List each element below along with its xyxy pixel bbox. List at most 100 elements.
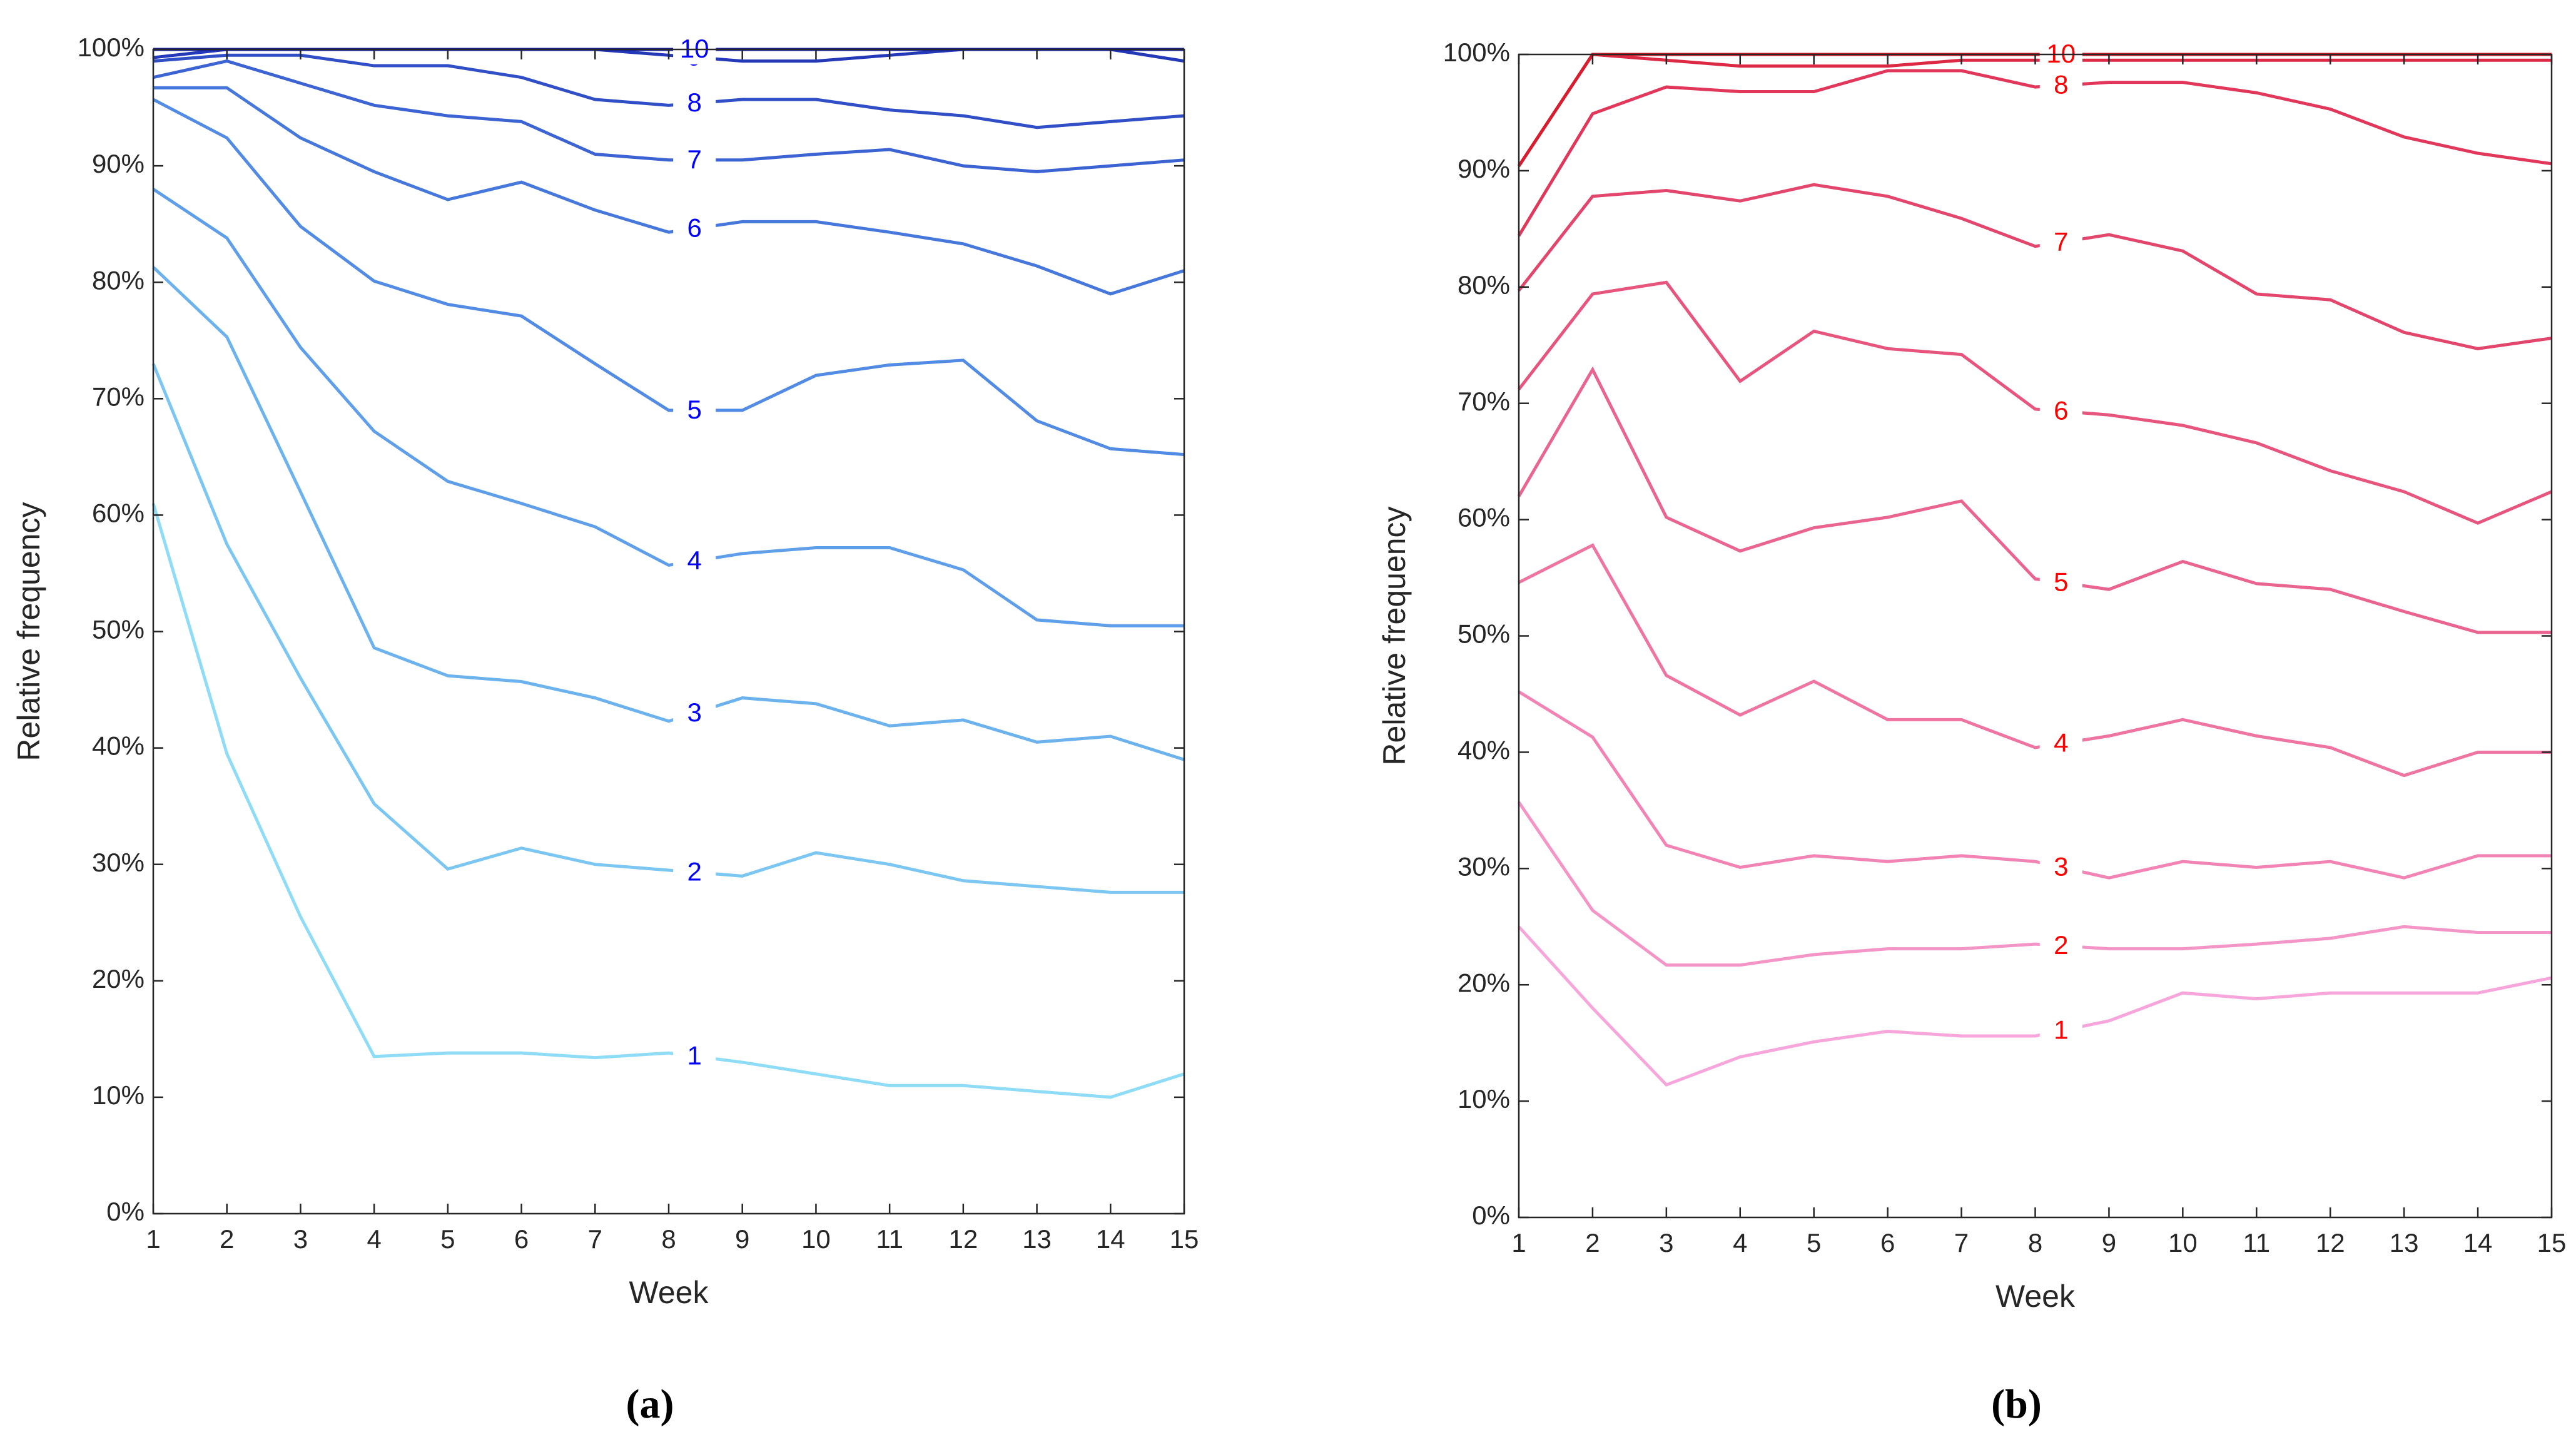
series-line bbox=[1518, 690, 2552, 880]
y-tick-label: 30% bbox=[1458, 851, 1510, 881]
contour-label: 5 bbox=[687, 395, 702, 424]
x-tick-label: 4 bbox=[1733, 1228, 1747, 1257]
y-tick-label: 0% bbox=[106, 1197, 145, 1226]
x-tick-label: 13 bbox=[2390, 1228, 2419, 1257]
y-tick-label: 50% bbox=[92, 615, 145, 644]
x-tick-label: 3 bbox=[1659, 1228, 1673, 1257]
contour-label: 10 bbox=[2046, 39, 2076, 68]
contour-label: 4 bbox=[687, 546, 702, 575]
y-tick-label: 50% bbox=[1458, 619, 1510, 649]
x-tick-label: 9 bbox=[2102, 1228, 2116, 1257]
contour-label: 5 bbox=[2054, 567, 2068, 596]
x-axis-label: Week bbox=[629, 1275, 709, 1310]
x-tick-label: 5 bbox=[440, 1224, 455, 1254]
label-gap bbox=[2039, 70, 2082, 101]
label-gap bbox=[673, 546, 716, 576]
label-gap bbox=[2039, 852, 2082, 883]
contour-label: 7 bbox=[2054, 226, 2068, 256]
label-gap bbox=[2039, 227, 2082, 258]
contour-label: 3 bbox=[2054, 851, 2068, 881]
label-gap bbox=[2039, 930, 2082, 961]
x-tick-label: 2 bbox=[220, 1224, 234, 1254]
x-tick-label: 14 bbox=[1096, 1224, 1125, 1254]
x-tick-label: 1 bbox=[1511, 1228, 1526, 1257]
series-line bbox=[1518, 543, 2552, 778]
x-tick-label: 6 bbox=[1880, 1228, 1895, 1257]
y-tick-label: 30% bbox=[92, 848, 145, 877]
contour-label: 6 bbox=[2054, 395, 2068, 425]
x-tick-label: 6 bbox=[514, 1224, 529, 1254]
series-group bbox=[151, 48, 1185, 1099]
series-line bbox=[153, 86, 1185, 296]
y-tick-label: 70% bbox=[92, 382, 145, 411]
series-line bbox=[152, 188, 1184, 627]
y-tick-label: 100% bbox=[1443, 38, 1510, 67]
plot-frame bbox=[152, 48, 1185, 1215]
series-line bbox=[1517, 53, 2552, 167]
series-line bbox=[1517, 53, 2552, 167]
series-line bbox=[1518, 183, 2552, 350]
x-tick-label: 8 bbox=[661, 1224, 676, 1254]
y-tick-label: 20% bbox=[1458, 968, 1510, 997]
series-line bbox=[151, 363, 1184, 894]
y-tick-label: 90% bbox=[92, 149, 145, 178]
series-group bbox=[1517, 53, 2552, 1087]
y-tick-label: 10% bbox=[1458, 1084, 1510, 1114]
x-tick-label: 12 bbox=[2316, 1228, 2345, 1257]
y-tick-label: 0% bbox=[1472, 1201, 1510, 1230]
label-gap bbox=[2039, 1015, 2082, 1046]
y-tick-label: 80% bbox=[92, 265, 145, 295]
label-gap bbox=[673, 698, 716, 728]
x-tick-label: 15 bbox=[1170, 1224, 1199, 1254]
label-gap bbox=[673, 145, 716, 175]
x-tick-label: 5 bbox=[1807, 1228, 1821, 1257]
label-gap bbox=[2039, 728, 2082, 759]
contour-label: 3 bbox=[687, 698, 702, 727]
series-line bbox=[153, 59, 1185, 173]
y-tick-label: 40% bbox=[1458, 735, 1510, 764]
x-tick-label: 12 bbox=[948, 1224, 978, 1254]
contour-label: 1 bbox=[2054, 1015, 2068, 1045]
caption: (a) bbox=[626, 1381, 674, 1427]
series-line bbox=[153, 53, 1185, 129]
y-axis-label: Relative frequency bbox=[11, 502, 46, 761]
y-tick-label: 60% bbox=[1458, 503, 1510, 532]
x-tick-label: 15 bbox=[2537, 1228, 2567, 1257]
label-gap bbox=[673, 88, 716, 119]
contour-label: 7 bbox=[687, 145, 702, 174]
contour-label: 8 bbox=[2054, 70, 2068, 99]
series-line bbox=[151, 503, 1185, 1099]
label-gap bbox=[673, 395, 716, 425]
x-tick-label: 2 bbox=[1585, 1228, 1600, 1257]
series-line bbox=[152, 266, 1185, 761]
x-tick-label: 11 bbox=[876, 1224, 903, 1254]
x-tick-label: 1 bbox=[146, 1224, 160, 1254]
y-tick-label: 70% bbox=[1458, 387, 1510, 416]
contour-label: 10 bbox=[680, 34, 709, 63]
x-tick-label: 7 bbox=[588, 1224, 602, 1254]
label-gap bbox=[2039, 567, 2082, 598]
y-tick-label: 60% bbox=[92, 498, 145, 527]
x-tick-label: 4 bbox=[367, 1224, 381, 1254]
y-tick-label: 10% bbox=[92, 1080, 145, 1110]
x-tick-label: 14 bbox=[2463, 1228, 2493, 1257]
contour-label: 2 bbox=[687, 856, 702, 886]
x-axis-label: Week bbox=[1995, 1279, 2076, 1314]
contour-label: 6 bbox=[687, 213, 702, 242]
x-tick-label: 9 bbox=[735, 1224, 749, 1254]
label-gap bbox=[2039, 396, 2082, 427]
contour-label: 8 bbox=[687, 88, 702, 117]
plot-frame bbox=[1518, 53, 2553, 1219]
y-tick-label: 100% bbox=[78, 33, 145, 62]
y-axis-label: Relative frequency bbox=[1377, 506, 1412, 765]
y-tick-label: 90% bbox=[1458, 154, 1510, 183]
label-gap bbox=[673, 857, 716, 888]
label-gap bbox=[673, 1041, 716, 1072]
contour-label: 2 bbox=[2054, 930, 2068, 960]
x-tick-label: 7 bbox=[1954, 1228, 1969, 1257]
x-tick-label: 8 bbox=[2028, 1228, 2042, 1257]
contour-label: 1 bbox=[687, 1040, 702, 1070]
x-tick-label: 13 bbox=[1022, 1224, 1052, 1254]
y-tick-label: 80% bbox=[1458, 270, 1510, 300]
